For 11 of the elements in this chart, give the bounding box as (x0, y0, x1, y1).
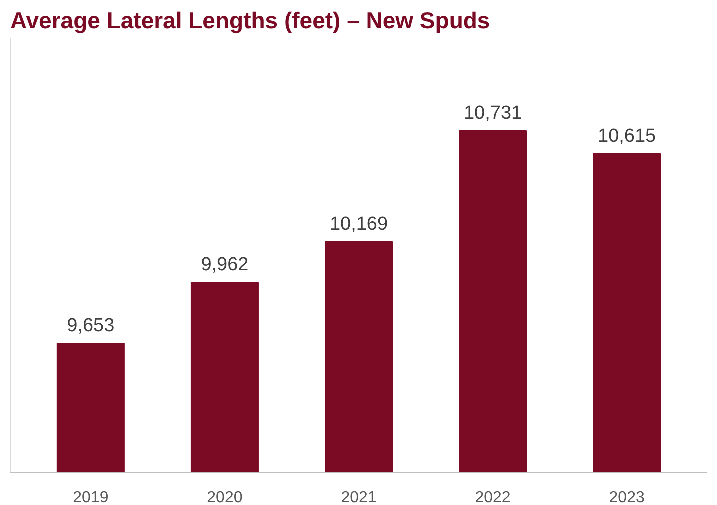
x-tick-label: 2023 (609, 490, 645, 505)
data-label: 10,169 (330, 214, 388, 235)
x-tick-label: 2020 (207, 490, 243, 505)
data-label: 10,615 (598, 126, 656, 147)
data-label: 9,653 (67, 316, 115, 337)
x-tick-label: 2021 (341, 490, 377, 505)
x-tick-label: 2019 (73, 490, 109, 505)
data-label: 9,962 (201, 254, 249, 276)
chart-title: Average Lateral Lengths (feet) – New Spuds (10, 8, 490, 34)
data-label: 10,731 (464, 103, 522, 124)
x-tick-label: 2022 (475, 490, 511, 505)
